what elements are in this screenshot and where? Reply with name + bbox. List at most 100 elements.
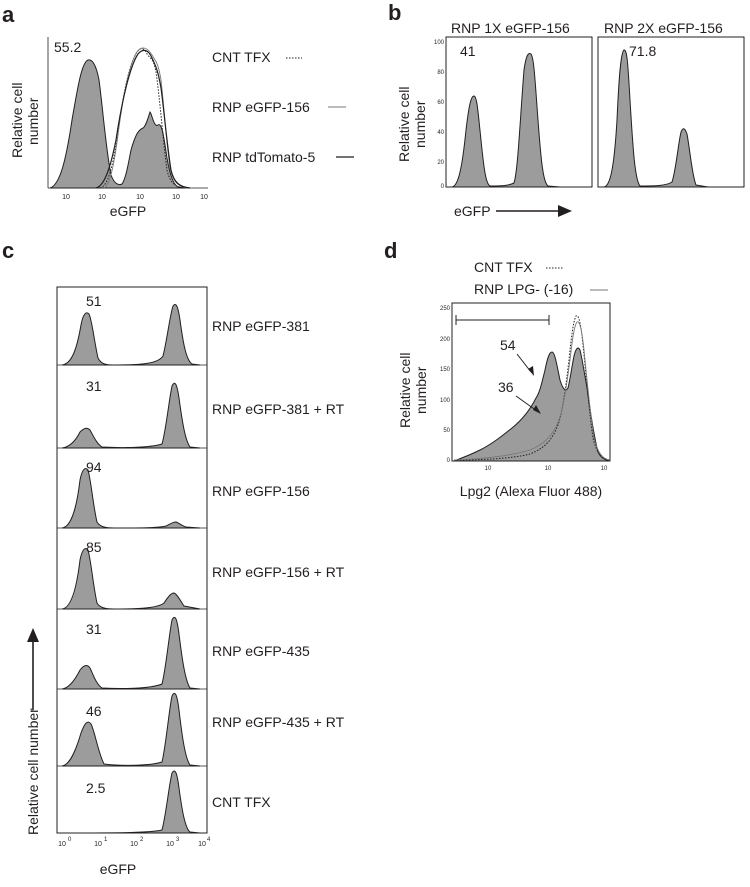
panel-d-letter: d	[384, 238, 397, 263]
panel-b: b Relative cell number RNP 1X eGFP-156 R…	[388, 0, 745, 219]
panel-c-row: 31 RNP eGFP-435	[57, 616, 310, 690]
panel-c-row-label: CNT TFX	[212, 794, 271, 810]
panel-d-legend: CNT TFX RNP LPG- (-16)	[474, 259, 608, 297]
panel-b-y-ticks: 100 80 60 40 20 0	[434, 40, 445, 190]
legend-egfp156: RNP eGFP-156	[212, 99, 310, 115]
panel-c-percentage: 31	[86, 378, 102, 394]
panel-d-plot: 54 36 250 200 150 100 50 0 10 10 10	[440, 302, 611, 472]
panel-c-percentage: 31	[86, 621, 102, 637]
panel-a-ylabel-line1: Relative cell	[9, 83, 25, 158]
tick-exponent: 1	[104, 837, 108, 843]
panel-c-row-label: RNP eGFP-435	[212, 643, 310, 659]
tick-label: 200	[440, 337, 451, 343]
panel-b-arrow-icon	[496, 205, 572, 217]
tick-label: 10	[58, 841, 66, 848]
panel-d-gate	[455, 315, 550, 325]
tick-label: 50	[443, 428, 450, 434]
panel-c-row-label: RNP eGFP-381	[212, 318, 310, 334]
panel-b-plot-1x: 41 100 80 60 40 20 0	[434, 36, 593, 190]
panel-d-ylabel-line2: number	[413, 366, 429, 414]
panel-c-xlabel: eGFP	[100, 861, 137, 877]
panel-b-title-1x: RNP 1X eGFP-156	[451, 20, 570, 36]
panel-c-histogram	[61, 304, 201, 366]
panel-d-ylabel-line1: Relative cell	[397, 353, 413, 428]
panel-d-arrow-icon	[516, 353, 534, 376]
tick-label: 100	[434, 40, 445, 46]
legend-rnp-lpg: RNP LPG- (-16)	[474, 281, 573, 297]
tick-exponent: 0	[68, 837, 72, 843]
panel-c-percentage: 46	[86, 703, 102, 719]
panel-c-letter: c	[2, 238, 14, 263]
tick-label: 10	[130, 841, 138, 848]
panel-b-title-2x: RNP 2X eGFP-156	[604, 20, 723, 36]
panel-c-histogram	[61, 467, 201, 529]
tick-label: 10	[136, 194, 144, 201]
panel-c-row: 85 RNP eGFP-156 + RT	[57, 539, 345, 610]
tick-label: 10	[98, 194, 106, 201]
panel-d-xlabel: Lpg2 (Alexa Fluor 488)	[460, 483, 602, 499]
panel-c-percentage: 51	[86, 293, 102, 309]
panel-d-percentage-54: 54	[500, 337, 516, 353]
tick-label: 150	[440, 367, 451, 373]
tick-label: 250	[440, 306, 451, 312]
tick-label: 10	[172, 194, 180, 201]
tick-label: 20	[437, 160, 444, 166]
tick-label: 0	[441, 184, 445, 190]
tick-label: 0	[447, 458, 451, 464]
panel-b-letter: b	[388, 0, 401, 25]
panel-d-overlay-cnt-tfx	[453, 315, 611, 461]
panel-c-row: 46 RNP eGFP-435 + RT	[57, 692, 345, 767]
panel-a-x-ticks: 10 10 10 10 10	[62, 194, 208, 201]
panel-c-percentage: 85	[86, 539, 102, 555]
panel-b-ylabel-line1: Relative cell	[396, 87, 412, 162]
tick-label: 10	[166, 841, 174, 848]
panel-a-overlay-tdtomato5	[95, 49, 191, 189]
tick-label: 100	[440, 398, 451, 404]
tick-label: 80	[437, 70, 444, 76]
panel-c-row: 2.5 CNT TFX	[61, 770, 271, 834]
panel-d-histogram	[453, 347, 611, 462]
panel-a-letter: a	[2, 2, 15, 27]
panel-b-plot-2x: 71.8	[597, 36, 745, 188]
tick-label: 10	[62, 194, 70, 201]
panel-a-plot: 55.2 10 10 10 10 10	[47, 37, 208, 201]
panel-c: c Relative cell number 51 RNP eGFP-381 3…	[2, 238, 345, 877]
panel-a: a Relative cell number 55.2 10 10 10 10 …	[2, 2, 354, 219]
panel-c-row: 94 RNP eGFP-156	[57, 459, 310, 529]
legend-tdtomato5: RNP tdTomato-5	[212, 149, 315, 165]
panel-c-histogram	[61, 616, 201, 690]
panel-c-stack: 51 RNP eGFP-381 31 RNP eGFP-381 + RT 94 …	[56, 286, 345, 848]
panel-d-x-ticks: 10 10 10	[485, 466, 608, 472]
panel-b-xlabel: eGFP	[454, 203, 491, 219]
tick-label: 10	[94, 841, 102, 848]
panel-c-percentage: 94	[86, 459, 102, 475]
panel-b-ylabel-line2: number	[412, 100, 428, 148]
panel-d-overlay-rnp-lpg	[453, 321, 611, 461]
panel-a-histogram-filled	[49, 59, 191, 189]
panel-c-x-ticks: 10 10 10 10 10 0 1 2 3 4	[58, 837, 211, 848]
tick-label: 10	[485, 466, 492, 472]
panel-c-ylabel: Relative cell number	[25, 708, 41, 835]
tick-label: 10	[545, 466, 552, 472]
tick-label: 10	[601, 466, 608, 472]
panel-a-percentage: 55.2	[54, 39, 81, 55]
panel-b-histogram-2x	[603, 49, 709, 188]
tick-exponent: 4	[207, 837, 211, 843]
panel-c-histogram	[61, 770, 201, 834]
panel-a-legend: CNT TFX RNP eGFP-156 RNP tdTomato-5	[212, 49, 354, 165]
tick-label: 10	[200, 194, 208, 201]
tick-exponent: 3	[176, 837, 180, 843]
panel-c-row-label: RNP eGFP-435 + RT	[212, 714, 345, 730]
panel-c-row-label: RNP eGFP-156	[212, 483, 310, 499]
legend-cnt-tfx: CNT TFX	[474, 259, 533, 275]
panel-c-row-label: RNP eGFP-156 + RT	[212, 564, 345, 580]
panel-c-histogram	[61, 547, 201, 610]
panel-b-percentage-2x: 71.8	[629, 43, 656, 59]
panel-a-ylabel-line2: number	[25, 97, 41, 145]
panel-c-row-label: RNP eGFP-381 + RT	[212, 401, 345, 417]
panel-c-histogram	[61, 382, 201, 449]
panel-d: d CNT TFX RNP LPG- (-16) Relative cell n…	[384, 238, 611, 499]
panel-c-percentage: 2.5	[86, 780, 106, 796]
panel-b-histogram-1x	[451, 53, 561, 188]
